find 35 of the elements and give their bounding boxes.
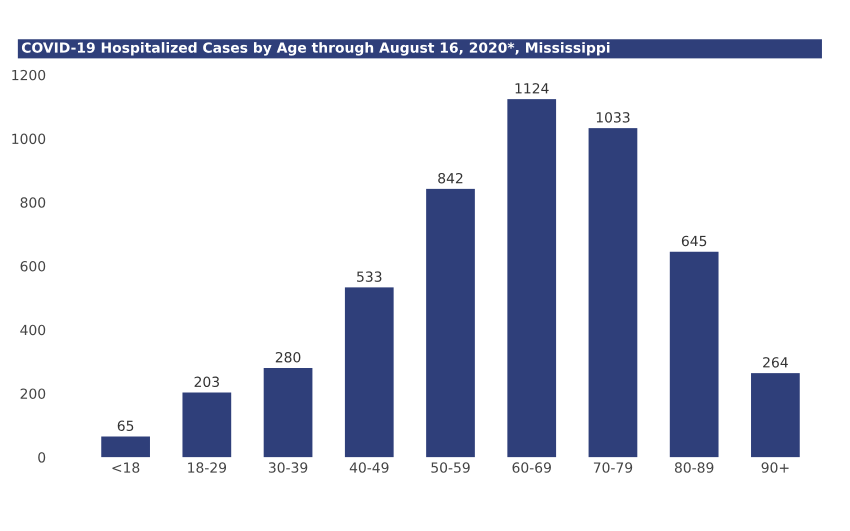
- data-label: 1124: [516, 83, 549, 94]
- x-tick-label: 70-79: [594, 462, 632, 473]
- data-label: 842: [438, 172, 462, 184]
- bar: [751, 373, 800, 458]
- bar: [264, 368, 312, 458]
- bar: [182, 392, 232, 458]
- y-tick-label: 400: [20, 324, 46, 336]
- data-label: 1033: [596, 112, 630, 123]
- y-tick-label: 0: [38, 452, 46, 463]
- data-label: 280: [276, 352, 300, 363]
- y-tick-label: 200: [20, 388, 46, 399]
- bar: [101, 436, 150, 458]
- x-tick-label: <18: [112, 462, 140, 473]
- bar: [426, 188, 475, 458]
- bar: [670, 252, 719, 458]
- x-tick-label: 18-29: [188, 462, 226, 473]
- y-tick-label: 1000: [12, 134, 46, 144]
- chart-title: COVID-19 Hospitalized Cases by Age through August 16, 2020*, Mississippi: [22, 42, 610, 56]
- x-tick-label: 80-89: [674, 462, 714, 473]
- data-label: 533: [357, 271, 382, 282]
- y-tick-label: 600: [20, 261, 46, 272]
- x-tick-label: 60-69: [512, 462, 551, 473]
- bar: [507, 99, 556, 458]
- x-tick-label: 30-39: [268, 462, 308, 473]
- bar: [344, 287, 394, 458]
- bar: [588, 128, 638, 458]
- x-tick-label: 90+: [762, 462, 789, 473]
- data-label: 645: [682, 236, 706, 246]
- data-label: 264: [763, 357, 788, 368]
- y-tick-label: 1200: [12, 70, 46, 80]
- x-tick-label: 50-59: [431, 462, 470, 473]
- x-tick-label: 40-49: [350, 462, 388, 473]
- y-tick-label: 800: [20, 197, 46, 208]
- data-label: 65: [118, 420, 134, 432]
- data-label: 203: [194, 376, 219, 388]
